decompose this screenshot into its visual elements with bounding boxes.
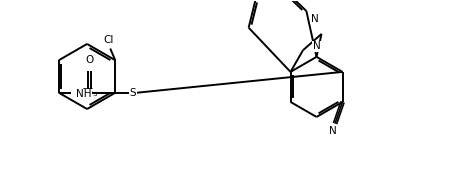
Text: N: N xyxy=(310,14,318,23)
Text: S: S xyxy=(130,88,136,98)
Text: N: N xyxy=(313,41,321,51)
Text: CF₃: CF₃ xyxy=(81,88,98,98)
Text: N: N xyxy=(328,126,336,136)
Text: NH: NH xyxy=(76,89,91,100)
Text: Cl: Cl xyxy=(103,35,113,45)
Text: O: O xyxy=(85,55,94,65)
